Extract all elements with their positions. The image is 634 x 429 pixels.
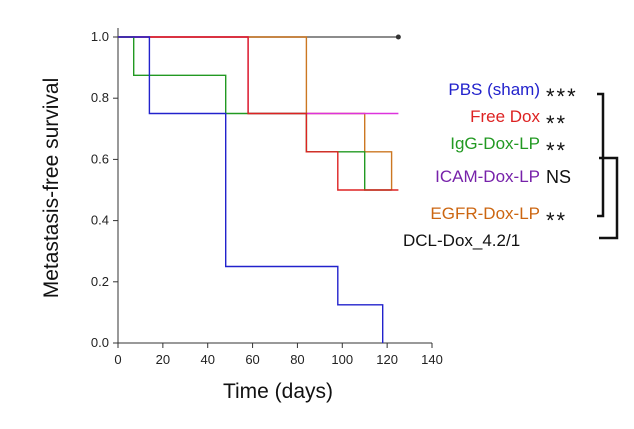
y-tick-label: 0.8 <box>91 90 109 105</box>
y-ticks: 0.0 0.2 0.4 0.6 0.8 1.0 <box>91 29 118 350</box>
x-tick-label: 60 <box>245 352 259 367</box>
y-tick-label: 0.2 <box>91 274 109 289</box>
bracket-icam <box>599 156 619 240</box>
legend-entry-igg-dox-lp: IgG-Dox-LP <box>450 134 540 153</box>
y-tick-label: 1.0 <box>91 29 109 44</box>
significance-egfr-dox-lp: ** <box>546 208 567 233</box>
y-tick-label: 0.6 <box>91 151 109 166</box>
legend-entry-free-dox: Free Dox <box>470 107 540 126</box>
significance-pbs-sham: *** <box>546 84 578 109</box>
y-tick-label: 0.4 <box>91 213 109 228</box>
x-ticks: 0 20 40 60 80 100 120 140 <box>114 343 443 367</box>
significance-igg-dox-lp: ** <box>546 138 567 163</box>
x-axis-title: Time (days) <box>223 380 333 403</box>
bracket-pbs <box>597 92 605 218</box>
significance-brackets <box>597 92 619 240</box>
legend-entry-dcl-dox-4-2-1: DCL-Dox_4.2/1 <box>403 231 520 250</box>
x-tick-label: 100 <box>331 352 353 367</box>
legend-entry-egfr-dox-lp: EGFR-Dox-LP <box>430 204 540 223</box>
series-end-marker <box>395 34 401 40</box>
y-tick-label: 0.0 <box>91 335 109 350</box>
significance-free-dox: ** <box>546 111 567 136</box>
axes <box>117 28 432 344</box>
legend: PBS (sham) *** Free Dox ** IgG-Dox-LP ** ICAM-… <box>403 80 578 250</box>
legend-entry-icam-dox-lp: ICAM-Dox-LP <box>435 167 540 186</box>
series-line-pbs-sham <box>118 36 384 343</box>
x-tick-label: 40 <box>200 352 214 367</box>
series-line-free-dox <box>118 36 399 191</box>
x-tick-label: 0 <box>114 352 121 367</box>
x-tick-label: 120 <box>376 352 398 367</box>
x-tick-label: 140 <box>421 352 443 367</box>
x-tick-label: 80 <box>290 352 304 367</box>
x-tick-label: 20 <box>156 352 170 367</box>
legend-entry-pbs-sham: PBS (sham) <box>448 80 540 99</box>
significance-icam-dox-lp: NS <box>546 167 571 187</box>
y-axis-title: Metastasis-free survival <box>40 78 63 299</box>
series-lines <box>118 34 401 343</box>
